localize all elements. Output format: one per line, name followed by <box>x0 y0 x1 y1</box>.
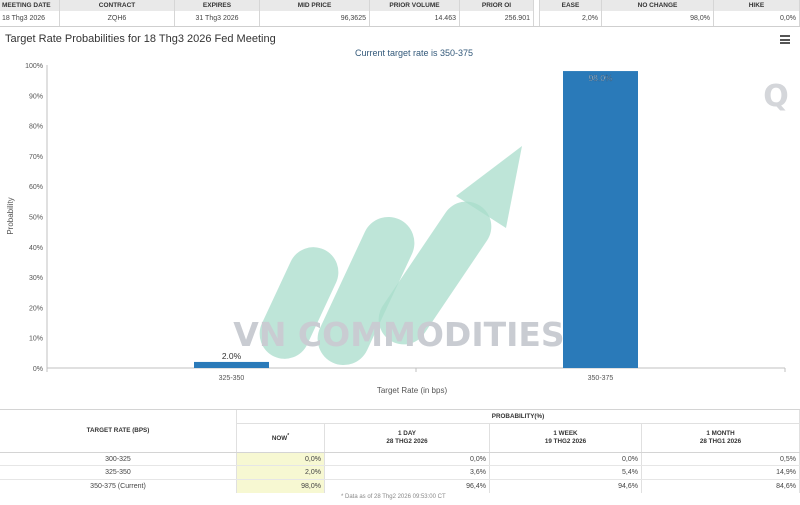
y-tick-label: 70% <box>29 154 43 161</box>
bar-series: 2.0% 98.0% <box>194 71 638 368</box>
month-cell: 0,5% <box>642 453 800 465</box>
rate-cell: 350-375 (Current) <box>0 480 237 493</box>
probability-chart: Current target rate is 350-375 VN COMMOD… <box>6 48 789 395</box>
watermark-text: VN COMMODITIES <box>233 315 564 354</box>
now-label: NOW <box>271 435 288 443</box>
now-cell: 98,0% <box>237 480 325 493</box>
bar <box>194 361 269 368</box>
expires-value: 31 Thg3 2026 <box>175 11 260 26</box>
target-rate-header: TARGET RATE (BPS) <box>0 410 237 452</box>
week-cell: 94,6% <box>490 480 642 493</box>
table-gap <box>534 0 540 11</box>
rate-cell: 325-350 <box>0 466 237 479</box>
table-row: 325-350 2,0% 3,6% 5,4% 14,9% <box>0 466 800 480</box>
day-cell: 96,4% <box>325 480 490 493</box>
table-row: 300-325 0,0% 0,0% 0,0% 0,5% <box>0 453 800 466</box>
y-tick-label: 40% <box>29 245 43 252</box>
now-cell: 2,0% <box>237 466 325 479</box>
y-tick-label: 90% <box>29 93 43 100</box>
table-row: 350-375 (Current) 98,0% 96,4% 94,6% 84,6… <box>0 480 800 493</box>
day-cell: 0,0% <box>325 453 490 465</box>
meeting-date-header: MEETING DATE <box>0 0 60 11</box>
one-month-label: 1 MONTH <box>706 430 735 437</box>
hike-value: 0,0% <box>714 11 800 26</box>
one-month-date: 28 THG1 2026 <box>699 438 742 445</box>
prior-volume-header: PRIOR VOLUME <box>370 0 460 11</box>
prob-header-row: TARGET RATE (BPS) NOW* 1 DAY 28 THG2 202… <box>0 410 800 453</box>
watermark-q-logo: Q <box>763 79 789 114</box>
y-axis-label: Probability <box>6 197 15 234</box>
one-day-header: 1 DAY 28 THG2 2026 <box>325 424 490 452</box>
x-tick-label: 325-350 <box>219 375 245 382</box>
contract-info-table: MEETING DATE CONTRACT EXPIRES MID PRICE … <box>0 0 800 27</box>
one-week-date: 19 THG2 2026 <box>544 438 587 445</box>
table-gap <box>534 11 540 26</box>
one-week-header: 1 WEEK 19 THG2 2026 <box>490 424 642 452</box>
y-tick-label: 0% <box>33 366 43 373</box>
x-tick-label: 350-375 <box>588 375 614 382</box>
y-tick-label: 80% <box>29 124 43 131</box>
chart-subtitle: Current target rate is 350-375 <box>355 48 473 58</box>
mid-price-value: 96,3625 <box>260 11 370 26</box>
x-axis-label: Target Rate (in bps) <box>377 386 448 395</box>
hamburger-menu-icon[interactable] <box>780 35 790 44</box>
probability-group-header: PROBABILITY(%) <box>237 410 800 424</box>
chart-title: Target Rate Probabilities for 18 Thg3 20… <box>5 33 276 45</box>
rate-cell: 300-325 <box>0 453 237 465</box>
y-tick-label: 50% <box>29 215 43 222</box>
bar-data-label: 98.0% <box>588 73 613 83</box>
y-tick-label: 10% <box>29 336 43 343</box>
meeting-date-value: 18 Thg3 2026 <box>0 11 60 26</box>
mid-price-header: MID PRICE <box>260 0 370 11</box>
day-cell: 3,6% <box>325 466 490 479</box>
hike-header: HIKE <box>714 0 800 11</box>
y-axis-ticks: 0% 10% 20% 30% 40% 50% 60% 70% 80% 90% 100% <box>25 63 43 373</box>
contract-value: ZQH6 <box>60 11 175 26</box>
contract-header-row: MEETING DATE CONTRACT EXPIRES MID PRICE … <box>0 0 800 11</box>
one-day-label: 1 DAY <box>398 430 416 437</box>
week-cell: 0,0% <box>490 453 642 465</box>
watermark-logo: VN COMMODITIES <box>233 146 565 366</box>
y-tick-label: 30% <box>29 275 43 282</box>
expires-header: EXPIRES <box>175 0 260 11</box>
contract-value-row: 18 Thg3 2026 ZQH6 31 Thg3 2026 96,3625 1… <box>0 11 800 27</box>
bar <box>563 71 638 368</box>
y-tick-label: 20% <box>29 305 43 312</box>
now-asterisk: * <box>287 433 290 440</box>
now-cell: 0,0% <box>237 453 325 465</box>
y-tick-label: 60% <box>29 184 43 191</box>
one-day-date: 28 THG2 2026 <box>386 438 428 445</box>
month-cell: 84,6% <box>642 480 800 493</box>
ease-value: 2,0% <box>540 11 602 26</box>
one-month-header: 1 MONTH 28 THG1 2026 <box>642 424 800 452</box>
month-cell: 14,9% <box>642 466 800 479</box>
bar-data-label: 2.0% <box>222 351 242 361</box>
ease-header: EASE <box>540 0 602 11</box>
x-axis-ticks: 325-350 350-375 <box>46 368 786 382</box>
footnote: * Data as of 28 Thg2 2026 09:53:00 CT <box>341 494 446 500</box>
contract-header: CONTRACT <box>60 0 175 11</box>
prior-oi-value: 256.901 <box>460 11 534 26</box>
no-change-header: NO CHANGE <box>602 0 714 11</box>
probability-table: PROBABILITY(%) TARGET RATE (BPS) NOW* 1 … <box>0 409 800 505</box>
week-cell: 5,4% <box>490 466 642 479</box>
prior-oi-header: PRIOR OI <box>460 0 534 11</box>
y-tick-label: 100% <box>25 63 43 70</box>
now-header: NOW* <box>237 424 325 452</box>
prior-volume-value: 14.463 <box>370 11 460 26</box>
one-week-label: 1 WEEK <box>553 430 578 437</box>
no-change-value: 98,0% <box>602 11 714 26</box>
